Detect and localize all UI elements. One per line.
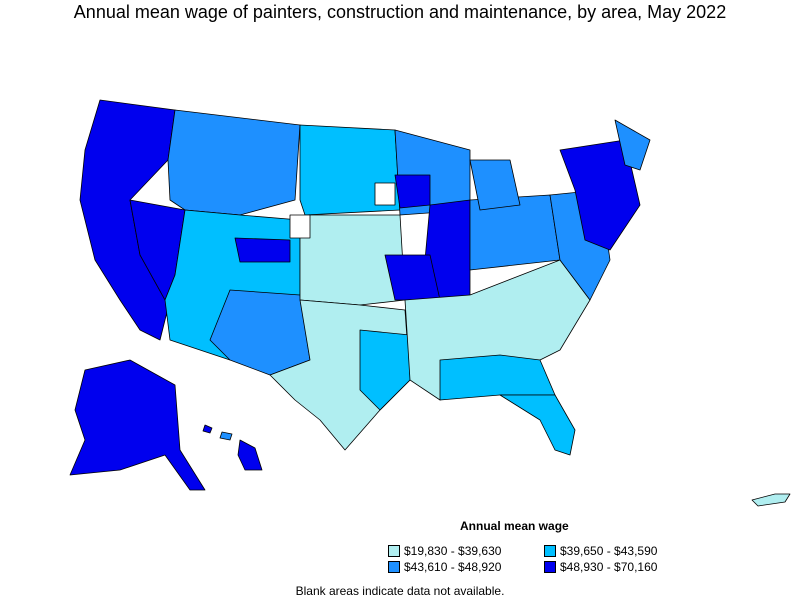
legend-label-1: $19,830 - $39,630 <box>404 544 502 558</box>
us-map-svg <box>69 99 791 507</box>
region-southwest[interactable] <box>209 289 311 376</box>
legend-item-4: $48,930 - $70,160 <box>544 560 694 574</box>
region-northwest[interactable] <box>167 109 301 216</box>
legend-item-3: $43,610 - $48,920 <box>388 560 538 574</box>
legend-item-2: $39,650 - $43,590 <box>544 544 694 558</box>
legend-swatch-4 <box>544 561 556 573</box>
region-maine[interactable] <box>614 119 651 171</box>
region-hawaii[interactable] <box>237 439 263 471</box>
region-alaska[interactable] <box>69 359 206 491</box>
region-michigan[interactable] <box>469 159 521 211</box>
legend-label-3: $43,610 - $48,920 <box>404 560 502 574</box>
legend-item-1: $19,830 - $39,630 <box>388 544 538 558</box>
region-florida[interactable] <box>499 394 576 456</box>
legend-label-4: $48,930 - $70,160 <box>560 560 658 574</box>
legend-title: Annual mean wage <box>460 519 569 533</box>
choropleth-map <box>0 90 800 510</box>
region-puerto-rico[interactable] <box>751 493 791 507</box>
legend: $19,830 - $39,630 $39,650 - $43,590 $43,… <box>388 544 718 574</box>
page-title: Annual mean wage of painters, constructi… <box>73 2 727 22</box>
legend-swatch-3 <box>388 561 400 573</box>
region-denver[interactable] <box>234 237 291 263</box>
footnote: Blank areas indicate data not available. <box>295 584 505 598</box>
region-gulf[interactable] <box>439 354 556 401</box>
region-minneapolis[interactable] <box>394 174 431 209</box>
no-data-area <box>374 182 396 206</box>
region-hawaii[interactable] <box>219 431 233 441</box>
legend-swatch-1 <box>388 545 400 557</box>
legend-label-2: $39,650 - $43,590 <box>560 544 658 558</box>
no-data-area <box>289 214 311 239</box>
region-texas-east[interactable] <box>359 329 411 411</box>
region-hawaii[interactable] <box>202 424 213 434</box>
region-missouri[interactable] <box>384 254 441 301</box>
legend-swatch-2 <box>544 545 556 557</box>
